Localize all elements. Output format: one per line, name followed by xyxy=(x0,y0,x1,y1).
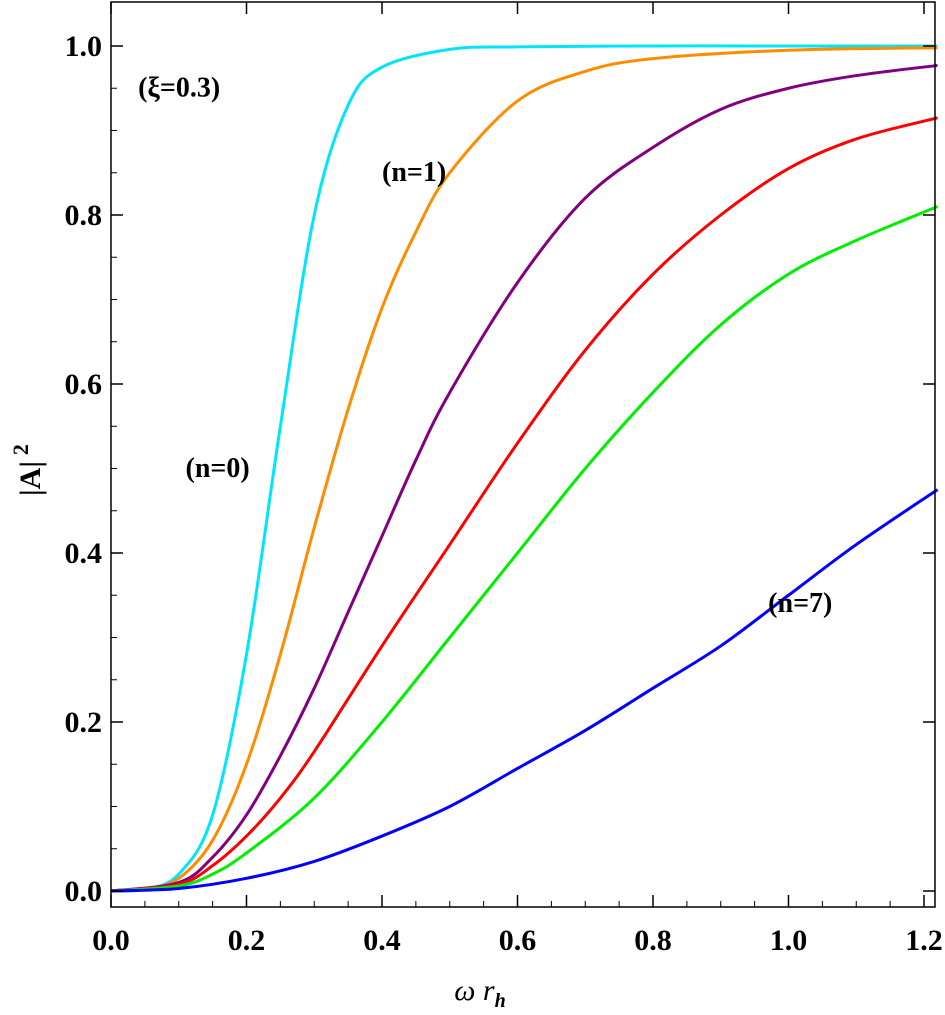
annotation-label: (n=7) xyxy=(768,588,832,619)
plot-frame xyxy=(110,1,936,908)
annotations: (ξ=0.3) (n=1) (n=0) (n=7) xyxy=(138,73,832,619)
series-line-5 xyxy=(110,488,939,893)
curves xyxy=(110,44,939,893)
y-tick-label: 0.0 xyxy=(65,875,103,908)
x-tick-label: 0.6 xyxy=(499,924,537,957)
ticks: 0.0 0.2 0.4 0.6 0.8 1.0 1.2 0.0 0.2 0.4 0.6 0.8 1.0 xyxy=(65,2,943,957)
x-tick-label: 1.2 xyxy=(905,924,943,957)
x-tick-label: 0.0 xyxy=(92,924,130,957)
x-tick-label: 0.8 xyxy=(634,924,672,957)
y-tick-label: 1.0 xyxy=(65,30,103,63)
annotation-label: (n=0) xyxy=(186,453,250,484)
series-line-0 xyxy=(110,44,938,893)
x-tick-label: 0.4 xyxy=(363,924,401,957)
series-line-3 xyxy=(110,116,938,893)
y-tick-label: 0.6 xyxy=(65,368,103,401)
series-line-2 xyxy=(110,63,938,893)
annotation-label: (ξ=0.3) xyxy=(138,73,220,104)
series-line-1 xyxy=(110,46,938,893)
y-tick-label: 0.4 xyxy=(65,537,103,570)
y-tick-label: 0.8 xyxy=(65,199,103,232)
series-line-4 xyxy=(110,205,939,893)
y-tick-label: 0.2 xyxy=(65,706,103,739)
x-tick-label: 1.0 xyxy=(770,924,808,957)
y-axis-title: |A|2 xyxy=(8,444,47,496)
x-axis-title: ω rh xyxy=(454,974,505,1012)
annotation-label: (n=1) xyxy=(382,157,446,188)
x-tick-label: 0.2 xyxy=(228,924,266,957)
